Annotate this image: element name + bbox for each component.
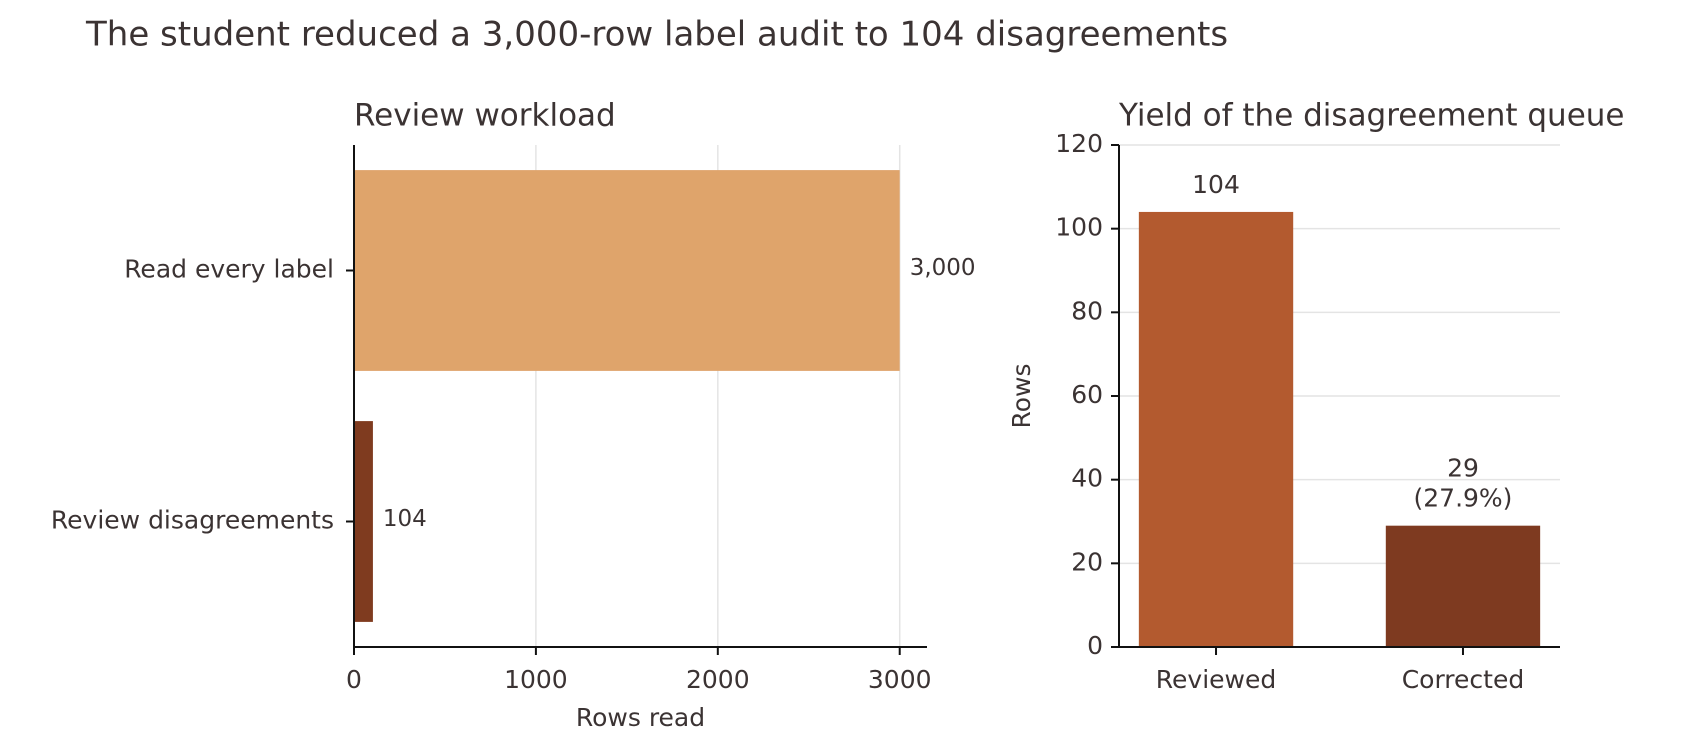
x-tick-label: Reviewed <box>1156 665 1276 694</box>
bar <box>354 170 900 371</box>
x-axis-label: Rows read <box>576 703 705 732</box>
value-label: 104 <box>1192 170 1240 199</box>
value-label: 29 (27.9%) <box>1414 454 1513 513</box>
y-tick-label: 100 <box>1055 213 1103 242</box>
y-tick-label: 120 <box>1055 129 1103 158</box>
bar <box>354 421 373 622</box>
y-axis-label: Rows <box>1007 363 1036 428</box>
x-tick-label: 1000 <box>504 665 568 694</box>
x-tick-label: 0 <box>346 665 362 694</box>
y-tick-label: 0 <box>1087 631 1103 660</box>
x-tick-label: Corrected <box>1402 665 1525 694</box>
chart-title: Review workload <box>354 98 616 134</box>
y-tick-label: Read every label <box>124 255 334 284</box>
value-label: 3,000 <box>910 255 976 281</box>
y-tick-label: 20 <box>1071 547 1103 576</box>
y-tick-label: Review disagreements <box>51 506 334 535</box>
bar <box>1138 211 1294 647</box>
x-tick-label: 3000 <box>868 665 932 694</box>
page-title: The student reduced a 3,000-row label au… <box>85 15 1228 55</box>
y-tick-label: 80 <box>1071 296 1103 325</box>
x-tick-label: 2000 <box>686 665 750 694</box>
value-label: 104 <box>383 506 427 532</box>
bar <box>1385 525 1541 647</box>
y-tick-label: 60 <box>1071 380 1103 409</box>
chart-title: Yield of the disagreement queue <box>1118 98 1625 134</box>
y-tick-label: 40 <box>1071 464 1103 493</box>
